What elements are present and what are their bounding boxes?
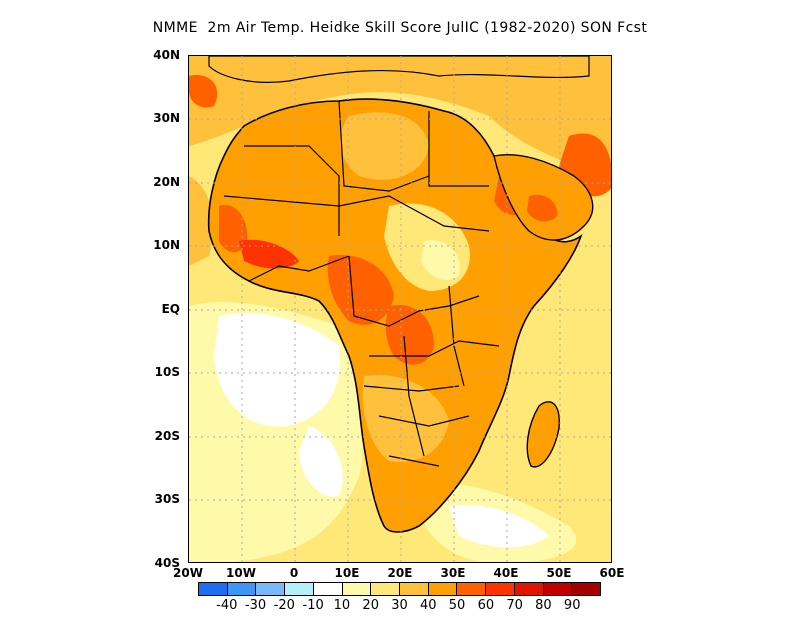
lon-label-20w: 20W [173,566,203,580]
colorbar-swatch [514,583,544,595]
colorbar-swatch [342,583,372,595]
northwest-high [189,75,218,108]
colorbar-tick-label: -20 [273,598,295,613]
colorbar-tick-label: -30 [244,598,267,613]
border-line [348,255,480,327]
lat-label-30n: 30N [153,111,180,125]
colorbar-tick-label: 80 [535,598,552,613]
colorbar-swatch [285,583,314,595]
colorbar-tick-label: 70 [506,598,523,613]
map-title: NMME 2m Air Temp. Heidke Skill Score Jul… [152,20,648,36]
west-africa-high [219,205,248,253]
country-borders [223,100,500,467]
colorbar-swatch [313,583,343,595]
southern-africa-mid [362,375,449,462]
europe-coast [208,56,590,83]
border-line [369,340,500,357]
colorbar-tick-label: 90 [563,598,581,613]
lat-label-eq: EQ [161,302,180,316]
colorbar [198,582,601,596]
colorbar-swatch [428,583,458,595]
lat-label-40n: 40N [153,48,180,62]
lat-label-20s: 20S [154,429,180,443]
colorbar-swatch [457,583,487,595]
lat-label-20n: 20N [153,175,180,189]
south-sudan-lowest [421,240,460,281]
colorbar-tick-label: 30 [391,598,408,613]
border-line [223,195,490,232]
colorbar-swatch [256,583,286,595]
south-indian-no-skill [449,505,549,548]
lon-label-0: 0 [289,566,299,580]
south-atlantic-no-skill-2 [299,426,343,497]
lat-label-30s: 30S [154,492,180,506]
lat-label-10n: 10N [153,238,180,252]
colorbar-swatch [371,583,401,595]
colorbar-swatch [199,583,228,595]
border-line [403,335,425,457]
lon-label-30e: 30E [440,566,466,580]
colorbar-tick-label: -10 [302,598,324,613]
lon-label-40e: 40E [493,566,519,580]
lat-label-10s: 10S [154,365,180,379]
congo-high [385,305,434,365]
colorbar-tick-label: 20 [362,598,379,613]
guinea-coast-high [239,239,299,269]
border-line [378,415,470,427]
colorbar-swatch [572,583,601,595]
border-line [428,111,489,187]
colorbar-swatch [227,583,257,595]
border-line [363,385,460,392]
south-africa-mid [384,464,434,512]
border-line [388,455,440,467]
west-atlantic-skill [189,176,213,266]
colorbar-swatch [400,583,429,595]
colorbar-tick-label: -40 [216,598,238,613]
lat-label-40s: 40S [154,556,180,570]
colorbar-swatch [543,583,573,595]
border-line [248,255,350,282]
colorbar-tick-label: 60 [477,598,495,613]
colorbar-tick-label: 40 [420,598,437,613]
map-panel [188,55,612,563]
arabia-interior-high [527,194,558,222]
central-africa-high [327,255,394,325]
grid-lines [189,56,611,562]
lon-label-10w: 10W [226,566,256,580]
lon-label-60e: 60E [599,566,625,580]
colorbar-tick-label: 10 [333,598,351,613]
south-atlantic-no-skill [214,312,340,427]
border-line [338,100,430,192]
colorbar-swatch [486,583,515,595]
lon-label-10e: 10E [334,566,360,580]
madagascar [526,401,560,468]
colorbar-tick-label: 50 [448,598,466,613]
sahara-mid-skill [340,112,429,180]
north-high-skill [189,56,611,176]
lon-label-50e: 50E [546,566,572,580]
lon-label-20e: 20E [387,566,413,580]
skill-score-map [189,56,611,562]
